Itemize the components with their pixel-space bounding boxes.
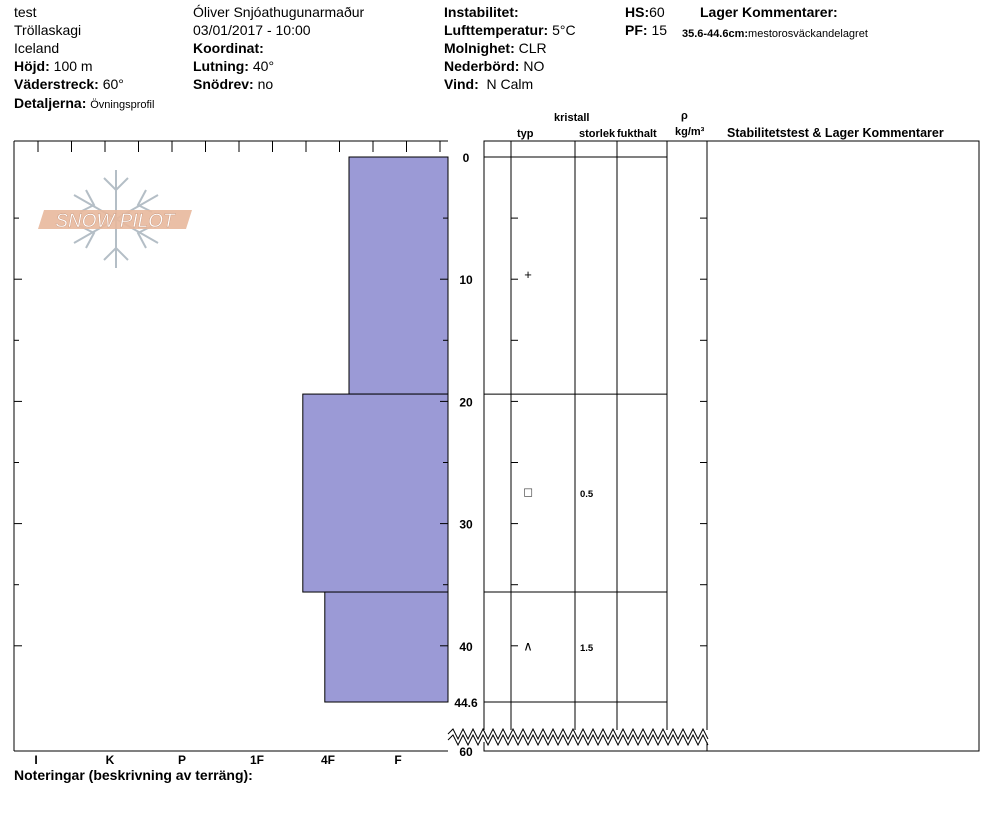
- hardness-bar: [324, 591, 449, 703]
- size-header: storlek: [579, 128, 616, 140]
- sky-label: Molnighet:: [444, 40, 515, 56]
- drift-label: Snödrev:: [193, 76, 254, 92]
- country: Iceland: [14, 40, 60, 56]
- precip-label: Nederbörd:: [444, 58, 520, 74]
- grain-size: 1.5: [580, 643, 594, 654]
- grain-type: □: [524, 484, 532, 499]
- crystal-header: kristall: [554, 112, 590, 124]
- profile-title: test: [14, 4, 37, 20]
- layer-comment-text: mestorosväckandelagret: [748, 28, 868, 40]
- break-mask: [448, 730, 708, 743]
- slope-value: 40°: [252, 58, 275, 74]
- elevation-value: 100 m: [53, 58, 93, 74]
- x-tick-label: 1F: [250, 753, 264, 767]
- pf: PF: 15: [625, 22, 667, 38]
- grain-size: 0.5: [580, 489, 594, 500]
- y-tick-label: 0: [463, 151, 470, 165]
- layer-comment: 35.6-44.6cm:mestorosväckandelagret: [682, 24, 868, 42]
- layer-comment-range: 35.6-44.6cm:: [682, 28, 749, 40]
- layer-comments-label: Lager Kommentarer:: [700, 4, 838, 20]
- y-tick-label: 10: [459, 273, 473, 287]
- hs-label: HS:: [625, 4, 650, 20]
- x-tick-label: F: [394, 753, 401, 767]
- stability-header: Stabilitetstest & Lager Kommentarer: [727, 126, 944, 140]
- airtemp-label: Lufttemperatur:: [444, 22, 549, 38]
- details-label: Detaljerna:: [14, 95, 87, 111]
- precip: Nederbörd: NO: [444, 58, 544, 74]
- type-header: typ: [517, 128, 534, 140]
- aspect-label: Väderstreck:: [14, 76, 99, 92]
- table-frame: [483, 140, 980, 752]
- airtemp: Lufttemperatur: 5°C: [444, 22, 576, 38]
- y-tick-label: 60: [459, 745, 473, 759]
- y-tick-label: 40: [459, 640, 473, 654]
- details-value: Övningsprofil: [90, 99, 155, 111]
- drift: Snödrev: no: [193, 76, 273, 92]
- density-header: kg/m³: [675, 126, 705, 138]
- grain-type: ∧: [523, 638, 533, 653]
- details: Detaljerna: Övningsprofil: [14, 95, 154, 113]
- elevation-label: Höjd:: [14, 58, 50, 74]
- x-tick-label: K: [106, 753, 115, 767]
- coord-label: Koordinat:: [193, 40, 264, 56]
- grain-type: +: [524, 267, 532, 282]
- wind-value: N Calm: [486, 76, 534, 92]
- axis-break-zigzag: [447, 727, 709, 741]
- instability-label: Instabilitet:: [444, 4, 519, 20]
- y-tick-label: 20: [459, 395, 473, 409]
- pf-value: 15: [651, 22, 668, 38]
- airtemp-value: 5°C: [552, 22, 576, 38]
- hs-value: 60: [649, 4, 665, 20]
- x-tick-label: I: [34, 753, 37, 767]
- sky: Molnighet: CLR: [444, 40, 547, 56]
- wind-label: Vind:: [444, 76, 479, 92]
- hs: HS:60: [625, 4, 665, 20]
- sky-value: CLR: [518, 40, 547, 56]
- datetime: 03/01/2017 - 10:00: [193, 22, 311, 38]
- hardness-bar: [302, 393, 449, 593]
- elevation: Höjd: 100 m: [14, 58, 93, 74]
- precip-value: NO: [523, 58, 545, 74]
- x-tick-label: P: [178, 753, 186, 767]
- y-tick-label: 44.6: [454, 696, 478, 710]
- x-tick-label: 4F: [321, 753, 335, 767]
- rho-header: ρ: [681, 110, 688, 122]
- observer: Óliver Snjóathugunarmaður: [193, 4, 365, 20]
- location: Tröllaskagi: [14, 22, 82, 38]
- wind: Vind: N Calm: [444, 76, 533, 92]
- axis-break-zigzag: [447, 733, 709, 747]
- slope: Lutning: 40°: [193, 58, 274, 74]
- aspect-value: 60°: [102, 76, 124, 92]
- pf-label: PF:: [625, 22, 648, 38]
- slope-label: Lutning:: [193, 58, 249, 74]
- y-tick-label: 30: [459, 518, 473, 532]
- notes-label: Noteringar (beskrivning av terräng):: [14, 767, 253, 783]
- drift-value: no: [257, 76, 274, 92]
- hardness-bar: [348, 156, 449, 395]
- moisture-header: fukthalt: [617, 126, 657, 142]
- aspect: Väderstreck: 60°: [14, 76, 124, 92]
